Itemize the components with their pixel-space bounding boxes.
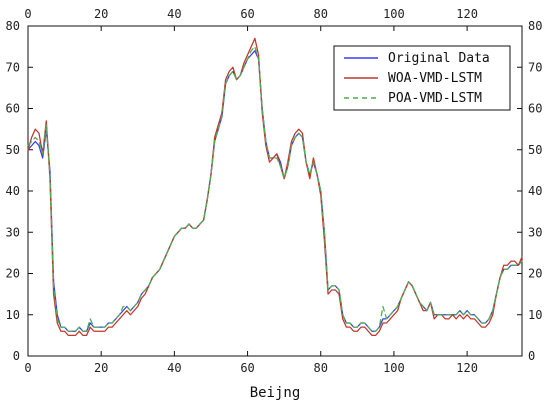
top-tick-label: 60 [240,7,254,21]
x-tick-label: 20 [94,361,108,375]
series-line-2 [27,45,523,332]
right-tick-label: 60 [528,102,542,116]
x-tick-label: 40 [167,361,181,375]
legend-label-woa: WOA-VMD-LSTM [388,71,482,86]
right-tick-label: 30 [528,225,542,239]
x-axis-label: Beijng [250,385,301,401]
legend: Original Data WOA-VMD-LSTM POA-VMD-LSTM [333,45,511,111]
x-tick-label: 60 [240,361,254,375]
right-tick-label: 70 [528,60,542,74]
top-tick-label: 80 [314,7,328,21]
top-tick-label: 20 [94,7,108,21]
right-tick-label: 50 [528,143,542,157]
x-tick-label: 120 [456,361,478,375]
y-tick-label: 10 [6,308,20,322]
series-layer [27,37,523,337]
x-tick-label: 100 [383,361,405,375]
y-tick-label: 80 [6,19,20,33]
top-tick-label: 100 [383,7,405,21]
top-tick-label: 40 [167,7,181,21]
y-tick-label: 70 [6,60,20,74]
y-tick-label: 60 [6,102,20,116]
x-tick-label: 0 [24,361,31,375]
right-tick-label: 40 [528,184,542,198]
y-tick-label: 40 [6,184,20,198]
right-tick-label: 20 [528,267,542,281]
right-tick-label: 10 [528,308,542,322]
x-tick-label: 80 [314,361,328,375]
y-tick-label: 30 [6,225,20,239]
y-tick-label: 50 [6,143,20,157]
y-tick-label: 20 [6,267,20,281]
right-tick-label: 0 [528,349,535,363]
y-tick-label: 0 [13,349,20,363]
legend-label-poa: POA-VMD-LSTM [388,91,482,106]
right-tick-label: 80 [528,19,542,33]
top-tick-label: 0 [24,7,31,21]
legend-label-original: Original Data [388,51,490,66]
top-tick-label: 120 [456,7,478,21]
